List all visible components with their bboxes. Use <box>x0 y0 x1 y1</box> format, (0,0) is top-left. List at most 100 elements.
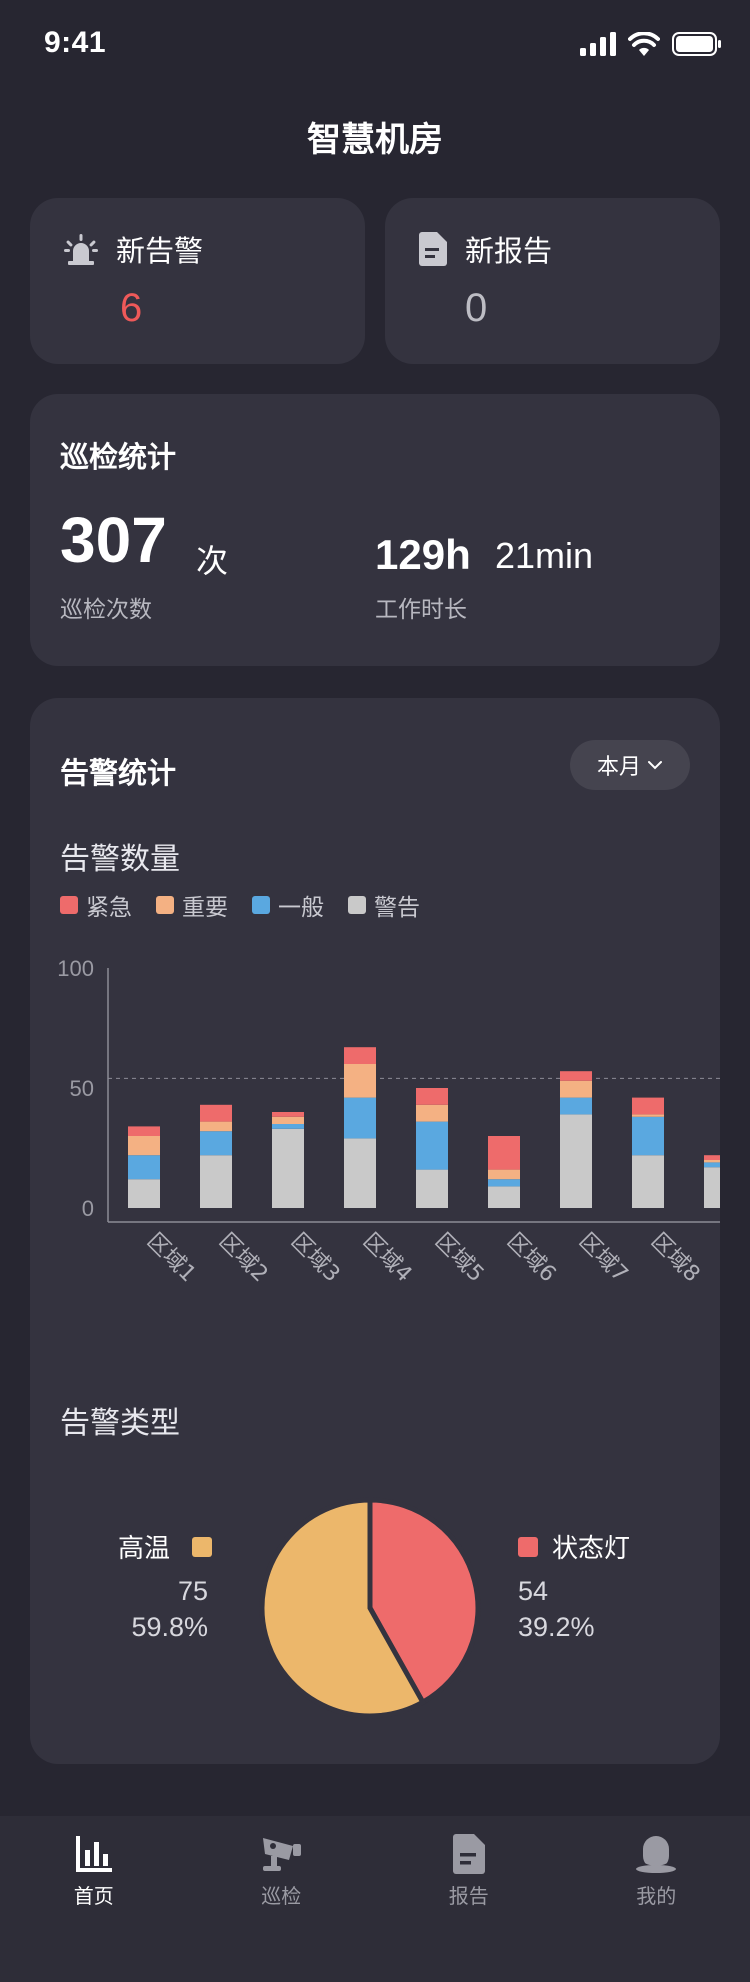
bar-segment-区域4-紧急 <box>344 1047 376 1064</box>
legend-item: 警告 <box>348 888 420 922</box>
y-tick-label: 50 <box>70 1076 94 1101</box>
status-icons <box>580 30 722 56</box>
tab-inspection[interactable]: 巡检 <box>188 1816 376 1982</box>
document-icon <box>419 232 447 266</box>
bar-segment-区域1-重要 <box>128 1136 160 1156</box>
bar-segment-区域3-警告 <box>272 1128 304 1208</box>
page-title: 智慧机房 <box>307 120 443 160</box>
new-report-label: 新报告 <box>465 234 553 268</box>
tab-home[interactable]: 首页 <box>0 1816 188 1982</box>
x-tick-label: 区域8 <box>646 1229 705 1288</box>
pie-label-status-light-text: 状态灯 <box>552 1534 631 1564</box>
bar-segment-区域6-紧急 <box>488 1136 520 1170</box>
x-tick-label: 区域6 <box>502 1229 561 1288</box>
bar-segment-区域1-一般 <box>128 1155 160 1180</box>
bar-segment-区域8-一般 <box>632 1116 664 1156</box>
new-report-card[interactable]: 新报告 0 <box>385 198 720 364</box>
chart-legend: 紧急 重要 一般 警告 <box>60 888 420 922</box>
inspection-stats-card: 巡检统计 307 次 巡检次数 129h 21min 工作时长 <box>30 394 720 666</box>
alarm-type-title: 告警类型 <box>60 1406 180 1441</box>
tab-profile-label: 我的 <box>636 1884 677 1908</box>
pie-percent-high-temp: 59.8% <box>131 1612 208 1642</box>
bar-segment-区域8-警告 <box>632 1155 664 1208</box>
tab-home-label: 首页 <box>73 1884 114 1908</box>
tab-profile[interactable]: 我的 <box>563 1816 750 1982</box>
bar-chart-icon <box>75 1836 112 1872</box>
bar-segment-区域4-重要 <box>344 1064 376 1098</box>
x-tick-label: 区域5 <box>430 1229 489 1288</box>
signal-icon <box>580 32 616 56</box>
bar-segment-区域3-重要 <box>272 1116 304 1124</box>
bar-segment-区域5-重要 <box>416 1104 448 1122</box>
x-tick-label: 区域3 <box>286 1229 345 1288</box>
camera-icon <box>263 1838 302 1871</box>
legend-swatch <box>252 896 270 914</box>
legend-swatch <box>156 896 174 914</box>
new-alert-card[interactable]: 新告警 6 <box>30 198 365 364</box>
x-tick-label: 区域9 <box>718 1229 720 1288</box>
bar-segment-区域3-紧急 <box>272 1112 304 1117</box>
bar-segment-区域6-警告 <box>488 1186 520 1208</box>
pie-label-high-temp: 高温 <box>118 1528 213 1565</box>
y-tick-label: 100 <box>57 956 94 981</box>
legend-label: 重要 <box>182 895 228 921</box>
bar-segment-区域2-一般 <box>200 1131 232 1156</box>
tab-report[interactable]: 报告 <box>375 1816 563 1982</box>
bar-segment-区域7-一般 <box>560 1097 592 1115</box>
alarm-siren-icon <box>64 234 98 265</box>
period-select-button[interactable]: 本月 <box>570 740 690 790</box>
pie-label-status-light: 状态灯 <box>518 1528 630 1565</box>
new-alert-count: 6 <box>120 286 143 330</box>
bar-segment-区域9-一般 <box>704 1162 720 1168</box>
inspection-stats-title: 巡检统计 <box>60 440 177 474</box>
bar-segment-区域9-重要 <box>704 1160 720 1163</box>
bar-segment-区域2-紧急 <box>200 1104 232 1122</box>
x-tick-label: 区域7 <box>574 1229 633 1288</box>
document-icon <box>452 1834 485 1874</box>
x-tick-label: 区域1 <box>142 1229 201 1288</box>
bar-segment-区域9-警告 <box>704 1167 720 1208</box>
pie-slice-高温 <box>259 1497 427 1719</box>
bar-segment-区域4-警告 <box>344 1138 376 1208</box>
chevron-down-icon <box>648 761 662 770</box>
alarm-stats-title: 告警统计 <box>60 756 177 790</box>
new-alert-label: 新告警 <box>116 234 204 268</box>
pie-label-high-temp-text: 高温 <box>118 1534 171 1564</box>
pie-swatch-high-temp <box>192 1536 213 1557</box>
alarm-type-pie-chart <box>259 1497 481 1719</box>
status-time: 9:41 <box>44 26 107 59</box>
new-report-header: 新报告 <box>419 228 552 270</box>
alarm-stats-card: 告警统计 本月 告警数量 紧急 重要 一般 警告 0 50 100 区域1 区域2 区域3 区域4… <box>30 698 720 1764</box>
pie-value-status-light: 54 <box>518 1576 549 1606</box>
bar-segment-区域8-重要 <box>632 1114 664 1117</box>
wifi-icon <box>628 32 660 56</box>
legend-label: 警告 <box>374 895 420 921</box>
bar-segment-区域6-重要 <box>488 1169 520 1180</box>
status-bar: 9:41 <box>0 0 750 88</box>
battery-icon <box>672 32 721 56</box>
bar-segment-区域4-一般 <box>344 1097 376 1139</box>
bar-segment-区域8-紧急 <box>632 1097 664 1115</box>
legend-item: 紧急 <box>60 888 132 922</box>
bar-segment-区域2-警告 <box>200 1155 232 1208</box>
inspection-count: 307 <box>60 504 167 576</box>
bar-segment-区域6-一般 <box>488 1179 520 1187</box>
legend-label: 紧急 <box>86 895 132 921</box>
bar-segment-区域9-紧急 <box>704 1155 720 1160</box>
new-alert-header: 新告警 <box>64 228 203 270</box>
bar-segment-区域2-重要 <box>200 1121 232 1132</box>
bar-segment-区域1-紧急 <box>128 1126 160 1136</box>
alarm-count-title: 告警数量 <box>60 842 180 877</box>
pie-percent-status-light: 39.2% <box>518 1612 595 1642</box>
tab-inspection-label: 巡检 <box>261 1884 302 1908</box>
bar-segment-区域7-警告 <box>560 1114 592 1208</box>
inspection-count-unit: 次 <box>196 542 229 580</box>
tab-report-label: 报告 <box>448 1884 489 1908</box>
inspection-count-caption: 巡检次数 <box>60 597 152 623</box>
alarm-count-bar-chart: 0 50 100 区域1 区域2 区域3 区域4 区域5 区域6 区域7 区域8 区域9 <box>57 956 720 1288</box>
legend-label: 一般 <box>278 895 324 921</box>
x-tick-label: 区域4 <box>358 1229 417 1288</box>
work-hours: 129h <box>375 531 471 578</box>
pie-swatch-status-light <box>518 1536 538 1557</box>
bar-segment-区域7-重要 <box>560 1080 592 1098</box>
